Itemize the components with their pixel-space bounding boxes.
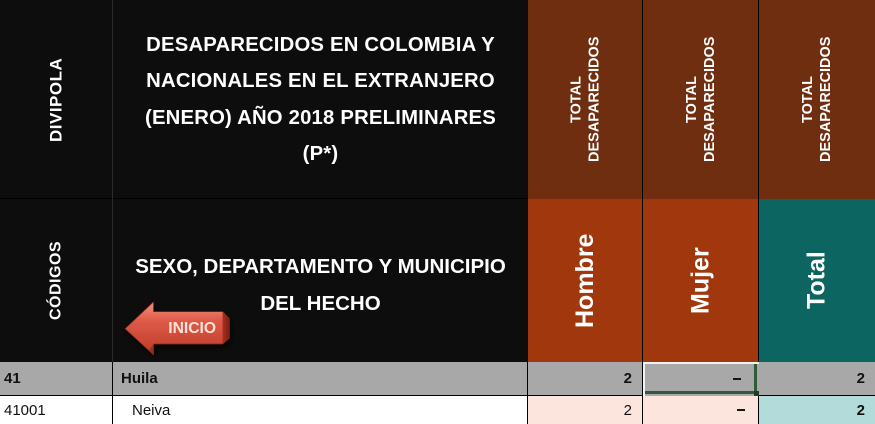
- svg-text:INICIO: INICIO: [168, 320, 216, 337]
